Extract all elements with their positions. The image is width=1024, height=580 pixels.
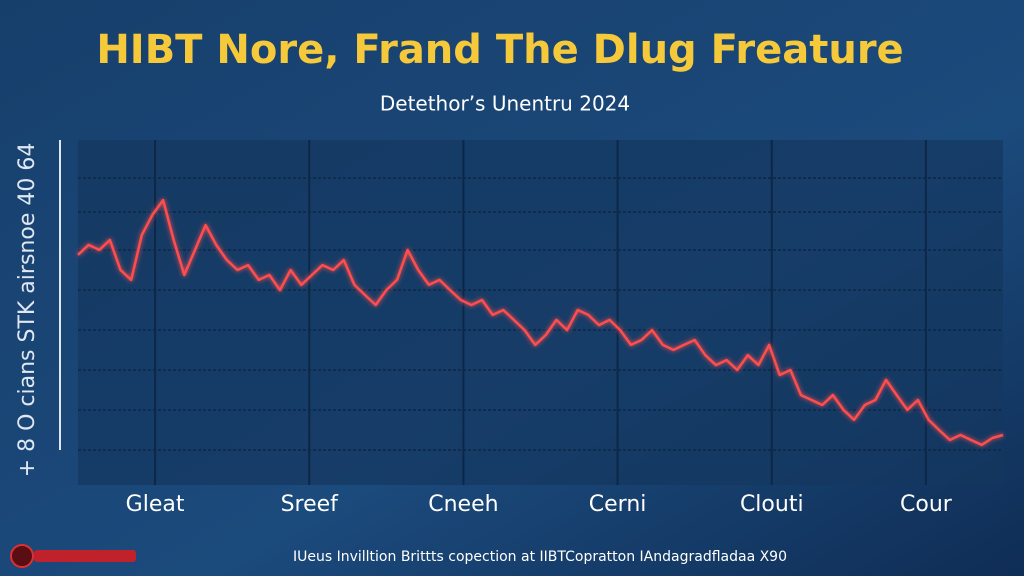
x-tick-label: Cour: [900, 492, 953, 517]
x-tick-label: Clouti: [740, 492, 804, 517]
x-tick-label: Cerni: [589, 492, 647, 517]
data-line: [77, 198, 1004, 447]
chart-title: HIBT Nore, Frand The Dlug Freature: [96, 27, 903, 73]
x-tick-label: Cneeh: [428, 492, 498, 517]
y-axis-label: + 8 O cians STK airsnoe 40 64: [15, 143, 40, 478]
background-lines: [78, 177, 1003, 451]
x-tick-label: Sreef: [281, 492, 340, 517]
plot-area: [78, 140, 1003, 485]
footer: IUeus Invilltion Brittts copection at II…: [293, 549, 787, 565]
logo: [10, 544, 136, 568]
chart-subtitle: Detethor’s Unentru 2024: [380, 92, 630, 116]
x-tick-label: Gleat: [126, 492, 185, 517]
